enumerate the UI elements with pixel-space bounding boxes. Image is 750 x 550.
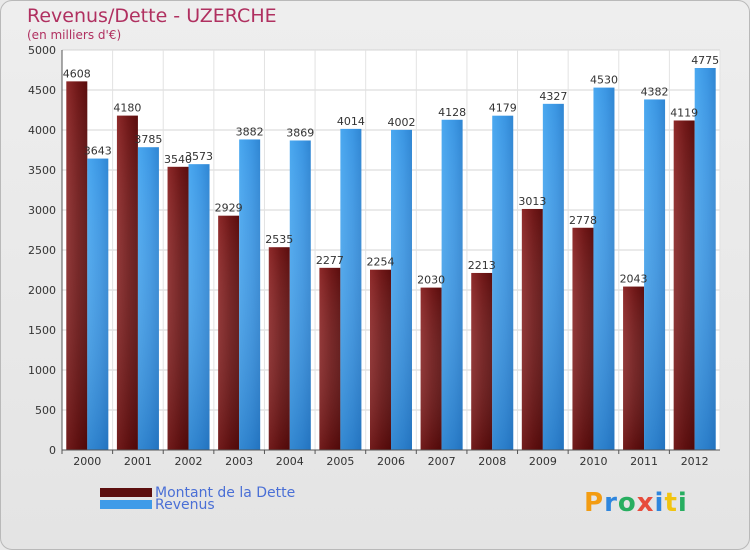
data-label: 2535 <box>265 233 293 246</box>
y-tick-label: 3500 <box>28 164 56 177</box>
data-label: 3869 <box>286 126 314 139</box>
logo-letter: P <box>584 488 605 518</box>
bar-dette-shade <box>218 215 240 450</box>
bar-revenus-shade <box>644 99 666 450</box>
y-tick-label: 4500 <box>28 84 56 97</box>
bar-dette-shade <box>572 227 594 450</box>
proxiti-logo: Proxiti <box>584 488 688 518</box>
bar-dette-shade <box>167 166 189 451</box>
bar-revenus-shade <box>289 140 311 451</box>
logo-letter: t <box>664 488 678 518</box>
x-tick-label: 2004 <box>276 455 304 468</box>
logo-letter: x <box>636 488 655 518</box>
data-label: 4608 <box>63 67 91 80</box>
bar-revenus-shade <box>593 87 615 450</box>
bar-revenus-shade <box>391 129 412 450</box>
logo-letter: r <box>604 488 618 518</box>
data-label: 2277 <box>316 254 344 267</box>
x-tick-label: 2003 <box>225 455 253 468</box>
x-tick-label: 2010 <box>579 455 607 468</box>
data-label: 4014 <box>337 115 365 128</box>
y-tick-label: 5000 <box>28 44 56 57</box>
data-label: 4128 <box>438 106 466 119</box>
data-label: 4002 <box>388 116 416 129</box>
x-tick-label: 2011 <box>630 455 658 468</box>
x-tick-label: 2006 <box>377 455 405 468</box>
bar-revenus-shade <box>694 68 716 450</box>
bar-dette-shade <box>420 287 442 450</box>
data-label: 2030 <box>417 274 445 287</box>
x-tick-label: 2009 <box>529 455 557 468</box>
bar-revenus-shade <box>492 115 514 451</box>
legend-swatch-revenus <box>100 500 152 509</box>
y-tick-label: 0 <box>49 444 56 457</box>
data-label: 4775 <box>691 54 719 67</box>
data-label: 2213 <box>468 259 496 272</box>
chart-title: Revenus/Dette - UZERCHE <box>27 5 277 27</box>
logo-letter: o <box>617 488 637 518</box>
bar-revenus-shade <box>239 139 261 450</box>
logo-letter: i <box>654 488 665 518</box>
bar-dette-shade <box>370 269 391 450</box>
chart-subtitle: (en milliers d'€) <box>27 28 122 42</box>
y-tick-label: 3000 <box>28 204 56 217</box>
bar-revenus-shade <box>542 103 564 450</box>
bar-dette-shade <box>319 267 341 450</box>
data-label: 3882 <box>236 125 264 138</box>
bar-dette-shade <box>268 247 290 450</box>
data-label: 2043 <box>620 273 648 286</box>
y-tick-label: 1500 <box>28 324 56 337</box>
y-tick-label: 4000 <box>28 124 56 137</box>
x-tick-label: 2002 <box>175 455 203 468</box>
data-label: 2929 <box>215 202 243 215</box>
x-tick-label: 2001 <box>124 455 152 468</box>
data-label: 3013 <box>518 195 546 208</box>
data-label: 4382 <box>641 85 669 98</box>
data-label: 4530 <box>590 74 618 87</box>
y-tick-label: 2000 <box>28 284 56 297</box>
data-label: 3643 <box>84 145 112 158</box>
logo-letter: i <box>677 488 688 518</box>
x-tick-label: 2007 <box>428 455 456 468</box>
x-tick-label: 2005 <box>326 455 354 468</box>
bar-revenus-shade <box>137 147 159 450</box>
data-label: 2778 <box>569 214 597 227</box>
data-label: 4179 <box>489 102 517 115</box>
data-label: 4119 <box>670 106 698 119</box>
y-tick-label: 1000 <box>28 364 56 377</box>
bar-dette-shade <box>521 208 543 450</box>
data-label: 3540 <box>164 153 192 166</box>
data-label: 4180 <box>113 102 141 115</box>
legend-swatch-debt <box>100 488 152 497</box>
y-tick-label: 500 <box>35 404 56 417</box>
y-tick-label: 2500 <box>28 244 56 257</box>
data-label: 2254 <box>367 256 395 269</box>
x-tick-label: 2008 <box>478 455 506 468</box>
legend-label-revenus: Revenus <box>155 497 215 513</box>
data-label: 3785 <box>134 133 162 146</box>
bar-revenus-shade <box>87 158 109 450</box>
bar-revenus-shade <box>340 128 362 450</box>
bar-dette-shade <box>66 81 88 451</box>
bar-dette-shade <box>623 286 645 450</box>
bar-revenus-shade <box>188 164 210 450</box>
data-label: 3573 <box>185 150 213 163</box>
x-tick-label: 2000 <box>73 455 101 468</box>
bar-dette-shade <box>471 272 493 450</box>
x-tick-label: 2012 <box>681 455 709 468</box>
legend-label-debt: Montant de la Dette <box>155 485 296 501</box>
bar-dette-shade <box>116 115 138 450</box>
data-label: 4327 <box>539 90 567 103</box>
bar-revenus-shade <box>441 119 463 450</box>
bar-dette-shade <box>673 120 695 450</box>
